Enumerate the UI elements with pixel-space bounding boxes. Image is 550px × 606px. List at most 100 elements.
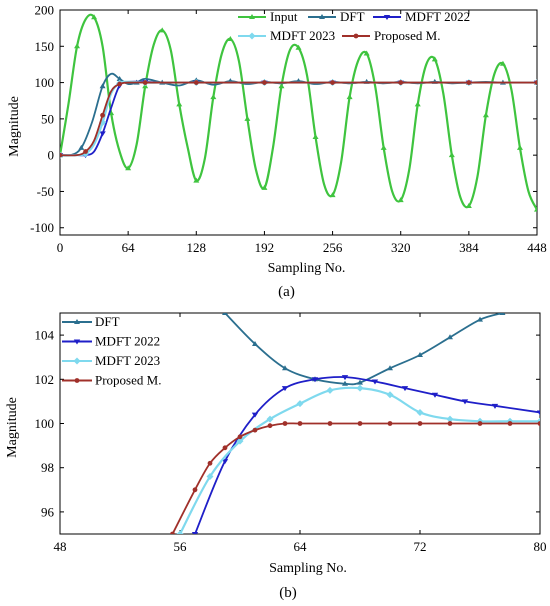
- legend-label: Proposed M.: [95, 373, 161, 388]
- data-point: [536, 410, 540, 416]
- y-tick-label: 98: [41, 460, 54, 475]
- data-point: [192, 487, 198, 493]
- series-layer: [170, 313, 540, 534]
- series-line-proposed-m-: [60, 81, 537, 157]
- data-point: [448, 152, 455, 158]
- series-line-dft: [224, 313, 503, 386]
- legend-marker: [73, 339, 81, 345]
- data-point: [193, 80, 199, 85]
- series-line-proposed-m-: [171, 422, 540, 534]
- x-axis-label: Sampling No.: [269, 561, 347, 576]
- data-point: [417, 351, 423, 357]
- data-point: [417, 421, 423, 426]
- y-tick-label: -50: [37, 184, 54, 199]
- data-point: [387, 421, 393, 426]
- data-point: [117, 81, 123, 87]
- legend-label: DFT: [340, 9, 365, 24]
- data-point: [357, 421, 363, 426]
- data-point: [482, 112, 489, 118]
- x-tick-label: 80: [534, 539, 547, 554]
- legend-marker: [74, 319, 80, 324]
- data-point: [446, 415, 454, 423]
- data-point: [251, 412, 259, 418]
- data-point: [387, 365, 393, 371]
- data-point: [252, 427, 258, 433]
- data-point: [507, 421, 513, 426]
- data-point: [296, 400, 304, 408]
- data-point: [159, 27, 166, 33]
- data-point: [282, 365, 288, 371]
- legend-label: MDFT 2022: [95, 334, 160, 349]
- data-point: [227, 36, 234, 42]
- y-tick-label: -100: [30, 220, 54, 235]
- x-tick-label: 0: [57, 240, 64, 255]
- y-tick-label: 100: [35, 75, 55, 90]
- series-line-mdft-2022: [60, 80, 537, 157]
- data-point: [267, 423, 273, 429]
- data-point: [327, 421, 333, 426]
- x-tick-label: 128: [187, 240, 207, 255]
- chart-panel-b: 48 56 64 72 80 96 98 100 102 104 Sampling No. Magni…: [5, 312, 547, 601]
- data-point: [278, 83, 285, 89]
- data-point: [295, 44, 302, 50]
- data-point: [99, 83, 106, 89]
- data-point: [342, 380, 348, 386]
- data-point: [380, 144, 387, 150]
- data-point: [262, 80, 267, 85]
- data-point: [386, 391, 394, 399]
- legend-marker: [383, 15, 391, 20]
- panel-label: (b): [279, 585, 297, 601]
- data-point: [236, 437, 244, 445]
- y-tick-label: 96: [41, 504, 55, 519]
- x-tick-label: 320: [391, 240, 411, 255]
- data-point: [447, 334, 453, 340]
- series-layer: [60, 13, 537, 212]
- legend-label: MDFT 2023: [95, 353, 160, 368]
- series-line-mdft-2023: [179, 386, 540, 534]
- data-point: [244, 115, 251, 121]
- data-point: [431, 56, 438, 62]
- data-point: [499, 60, 506, 66]
- data-point: [266, 415, 274, 423]
- y-tick-label: 150: [35, 39, 55, 54]
- data-point: [100, 112, 105, 118]
- legend-marker: [248, 32, 256, 40]
- y-tick-label: 200: [35, 3, 55, 18]
- series-line-input: [60, 13, 537, 211]
- data-point: [371, 379, 379, 385]
- y-tick-label: 0: [48, 148, 55, 163]
- data-point: [125, 165, 132, 171]
- data-point: [176, 530, 184, 534]
- legend-label: MDFT 2023: [270, 28, 335, 43]
- legend-label: Input: [270, 9, 298, 24]
- x-tick-label: 64: [122, 240, 136, 255]
- series-line-dft: [60, 72, 537, 157]
- data-point: [356, 384, 364, 392]
- data-point: [60, 152, 63, 158]
- data-point: [83, 149, 88, 154]
- data-point: [499, 313, 506, 315]
- x-tick-label: 192: [255, 240, 275, 255]
- legend-marker: [353, 33, 359, 39]
- legend-marker: [73, 357, 81, 365]
- data-point: [206, 473, 214, 481]
- data-point: [99, 131, 106, 137]
- data-point: [222, 445, 228, 451]
- y-tick-label: 50: [41, 111, 54, 126]
- legend-label: DFT: [95, 314, 120, 329]
- data-point: [477, 316, 483, 322]
- data-point: [312, 134, 319, 140]
- data-point: [357, 379, 363, 385]
- data-point: [416, 408, 424, 416]
- y-tick-label: 104: [35, 328, 55, 343]
- legend: Input DFT MDFT 2022 MDFT 2023 Proposed M.: [238, 9, 470, 43]
- x-tick-label: 384: [459, 240, 479, 255]
- data-point: [91, 14, 98, 20]
- data-point: [252, 340, 258, 346]
- data-point: [297, 421, 303, 426]
- legend-marker: [74, 378, 80, 383]
- data-point: [491, 403, 499, 409]
- data-point: [447, 421, 453, 426]
- data-point: [516, 144, 523, 150]
